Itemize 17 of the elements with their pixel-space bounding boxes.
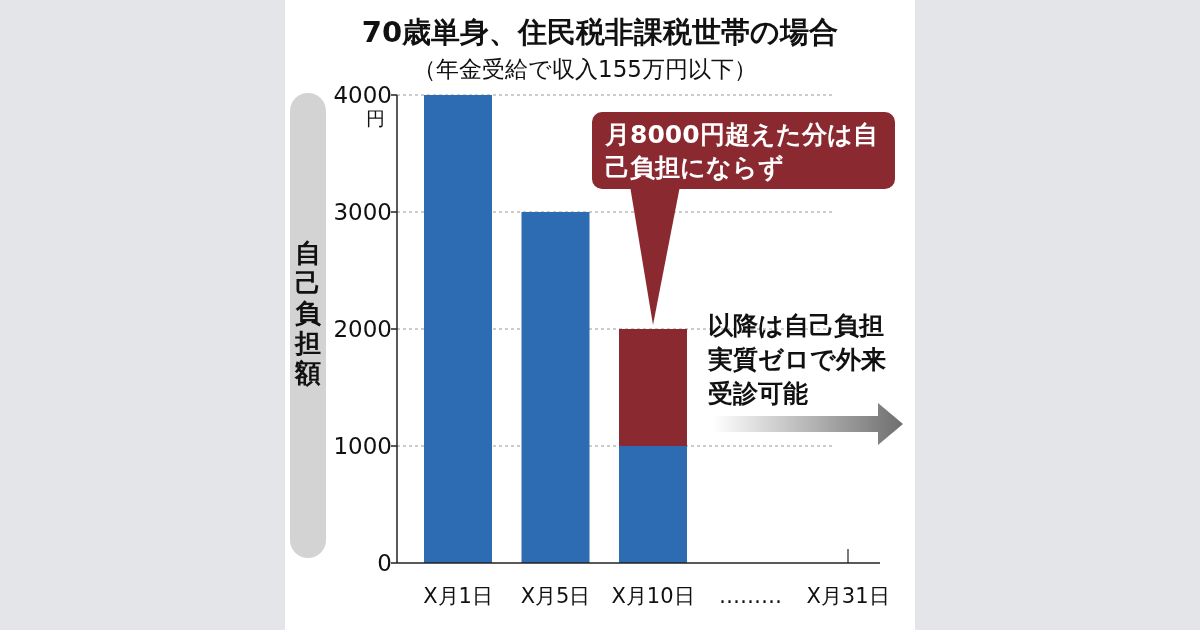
y-tick-label: 2000 [333,316,392,342]
bar [424,95,492,563]
x-tick-label: X月5日 [520,584,591,608]
x-tick-label: X月10日 [611,584,695,608]
annotation: 月8000円超えた分は自己負担にならず [604,120,878,182]
y-tick-label: 1000 [333,433,392,459]
text: 円 [365,107,385,129]
y-axis-title: 自己負担額 [294,238,322,388]
y-tick-label: 3000 [333,199,392,225]
y-tick-label: 4000 [333,82,392,108]
chart-title: 70歳単身、住民税非課税世帯の場合 [361,15,839,49]
chart-subtitle: （年金受給で収入155万円以下） [413,56,757,82]
x-tick-label: X月1日 [423,584,493,608]
x-tick-label: ……… [719,584,782,608]
x-tick-label: X月31日 [806,584,890,608]
y-tick-label: 0 [377,550,392,576]
bar [521,212,590,563]
